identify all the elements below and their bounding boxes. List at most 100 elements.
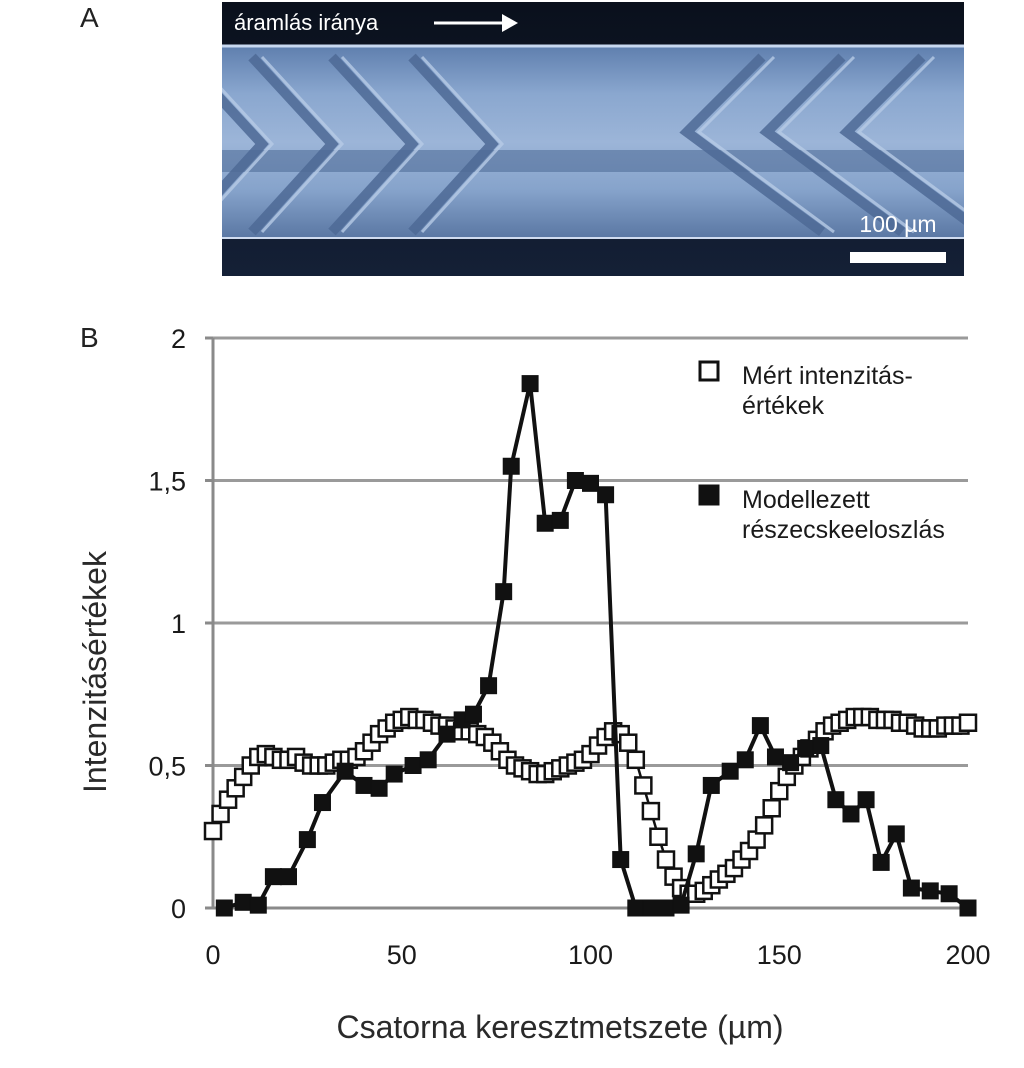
modelled-point — [438, 725, 456, 743]
herringbone-left-highlight — [222, 55, 505, 234]
measured-series — [203, 707, 978, 903]
modelled-point — [612, 851, 630, 869]
chevron-highlight — [776, 55, 915, 234]
modelled-point — [642, 899, 660, 917]
measured-point — [641, 801, 661, 821]
modelled-point — [827, 791, 845, 809]
x-tick-label: 100 — [568, 940, 613, 970]
modelled-point — [751, 717, 769, 735]
modelled-point — [355, 776, 373, 794]
legend-open-square-icon — [698, 360, 720, 382]
y-tick-label: 0 — [171, 894, 186, 924]
chevron-highlight — [420, 55, 505, 234]
legend-label: Mért intenzitás- — [742, 362, 913, 390]
y-tick-label: 0,5 — [148, 752, 186, 782]
y-tick-label: 1,5 — [148, 467, 186, 497]
modelled-point — [566, 472, 584, 489]
modelled-point — [502, 457, 520, 475]
legend-label: értékek — [742, 392, 824, 420]
legend-label: részecskeeloszlás — [742, 516, 945, 544]
chevron-groove — [759, 53, 905, 237]
modelled-point — [495, 583, 513, 601]
chevron-highlight — [856, 55, 964, 212]
modelled-point — [687, 845, 705, 863]
measured-point — [958, 713, 978, 732]
grid-lines — [213, 336, 968, 767]
legend: Mért intenzitás-értékek Modellezettrészec… — [698, 360, 945, 544]
modelled-point — [902, 879, 920, 897]
modelled-point — [264, 868, 282, 886]
measured-point — [626, 750, 646, 770]
modelled-point — [766, 748, 784, 766]
chevron-groove — [328, 53, 419, 236]
legend-label: Modellezett — [742, 486, 870, 514]
modelled-point — [419, 751, 437, 769]
x-tick-label: 0 — [205, 940, 220, 970]
modelled-point — [234, 893, 252, 911]
flow-arrow-icon — [434, 14, 518, 32]
modelled-point — [782, 754, 800, 772]
series-group — [203, 375, 978, 917]
modelled-point — [842, 805, 860, 823]
modelled-point — [298, 831, 316, 849]
modelled-point — [872, 853, 890, 871]
modelled-point — [921, 882, 939, 900]
scale-bar-label: 100 µm — [859, 211, 936, 237]
modelled-point — [385, 765, 403, 783]
chevron-highlight — [222, 87, 275, 202]
modelled-point — [940, 885, 958, 903]
chevron-highlight — [260, 55, 345, 234]
modelled-point — [672, 896, 690, 914]
modelled-point — [797, 739, 815, 757]
flow-direction-label: áramlás iránya — [234, 10, 379, 35]
modelled-point — [480, 677, 498, 695]
panel-b-label: B — [80, 322, 99, 353]
measured-point — [762, 799, 781, 818]
modelled-point — [582, 474, 599, 492]
modelled-point — [313, 794, 331, 812]
herringbone-left-group — [222, 53, 499, 236]
modelled-point — [336, 762, 354, 780]
series-line — [223, 381, 970, 910]
modelled-point — [597, 486, 615, 504]
chevron-groove — [679, 53, 825, 237]
modelled-point — [404, 757, 422, 774]
panel-a-label: A — [80, 2, 99, 33]
modelled-point — [736, 751, 754, 769]
legend-filled-square-icon — [698, 484, 720, 506]
modelled-point — [702, 776, 720, 794]
x-tick-label: 50 — [387, 940, 417, 970]
modelled-point — [627, 899, 645, 917]
modelled-point — [551, 511, 569, 529]
modelled-point — [857, 791, 875, 809]
microchannel-image: áramlás iránya 100 µm — [222, 2, 964, 276]
measured-point — [649, 827, 668, 846]
chevron-groove — [248, 53, 339, 236]
modelled-point — [370, 779, 388, 797]
measured-point — [754, 816, 774, 835]
herringbone-right-highlight — [696, 55, 964, 234]
modelled-point — [464, 705, 482, 723]
modelled-point — [249, 896, 267, 914]
measured-point — [634, 776, 653, 795]
tick-labels: 0 0,5 1 1,5 2 0 50 100 150 200 — [148, 324, 990, 970]
x-tick-label: 200 — [945, 940, 990, 970]
chevron-groove — [839, 53, 964, 225]
measured-point — [619, 733, 638, 752]
measured-point — [656, 850, 676, 869]
modelled-point — [959, 899, 977, 917]
chevron-groove — [222, 93, 269, 196]
chevron-highlight — [340, 55, 425, 234]
y-tick-label: 2 — [171, 324, 186, 354]
modelled-point — [887, 825, 905, 843]
scale-bar — [850, 252, 946, 263]
modelled-point — [721, 762, 739, 780]
modelled-point — [657, 899, 675, 917]
y-axis-label: Intenzitásértékek — [77, 550, 113, 793]
modelled-point — [280, 868, 297, 886]
modelled-point — [215, 899, 233, 917]
modelled-series — [215, 375, 977, 917]
modelled-point — [812, 737, 830, 755]
intensity-chart: 0 0,5 1 1,5 2 0 50 100 150 200 Mért intenzitás-ér… — [77, 324, 991, 1045]
x-tick-label: 150 — [757, 940, 802, 970]
